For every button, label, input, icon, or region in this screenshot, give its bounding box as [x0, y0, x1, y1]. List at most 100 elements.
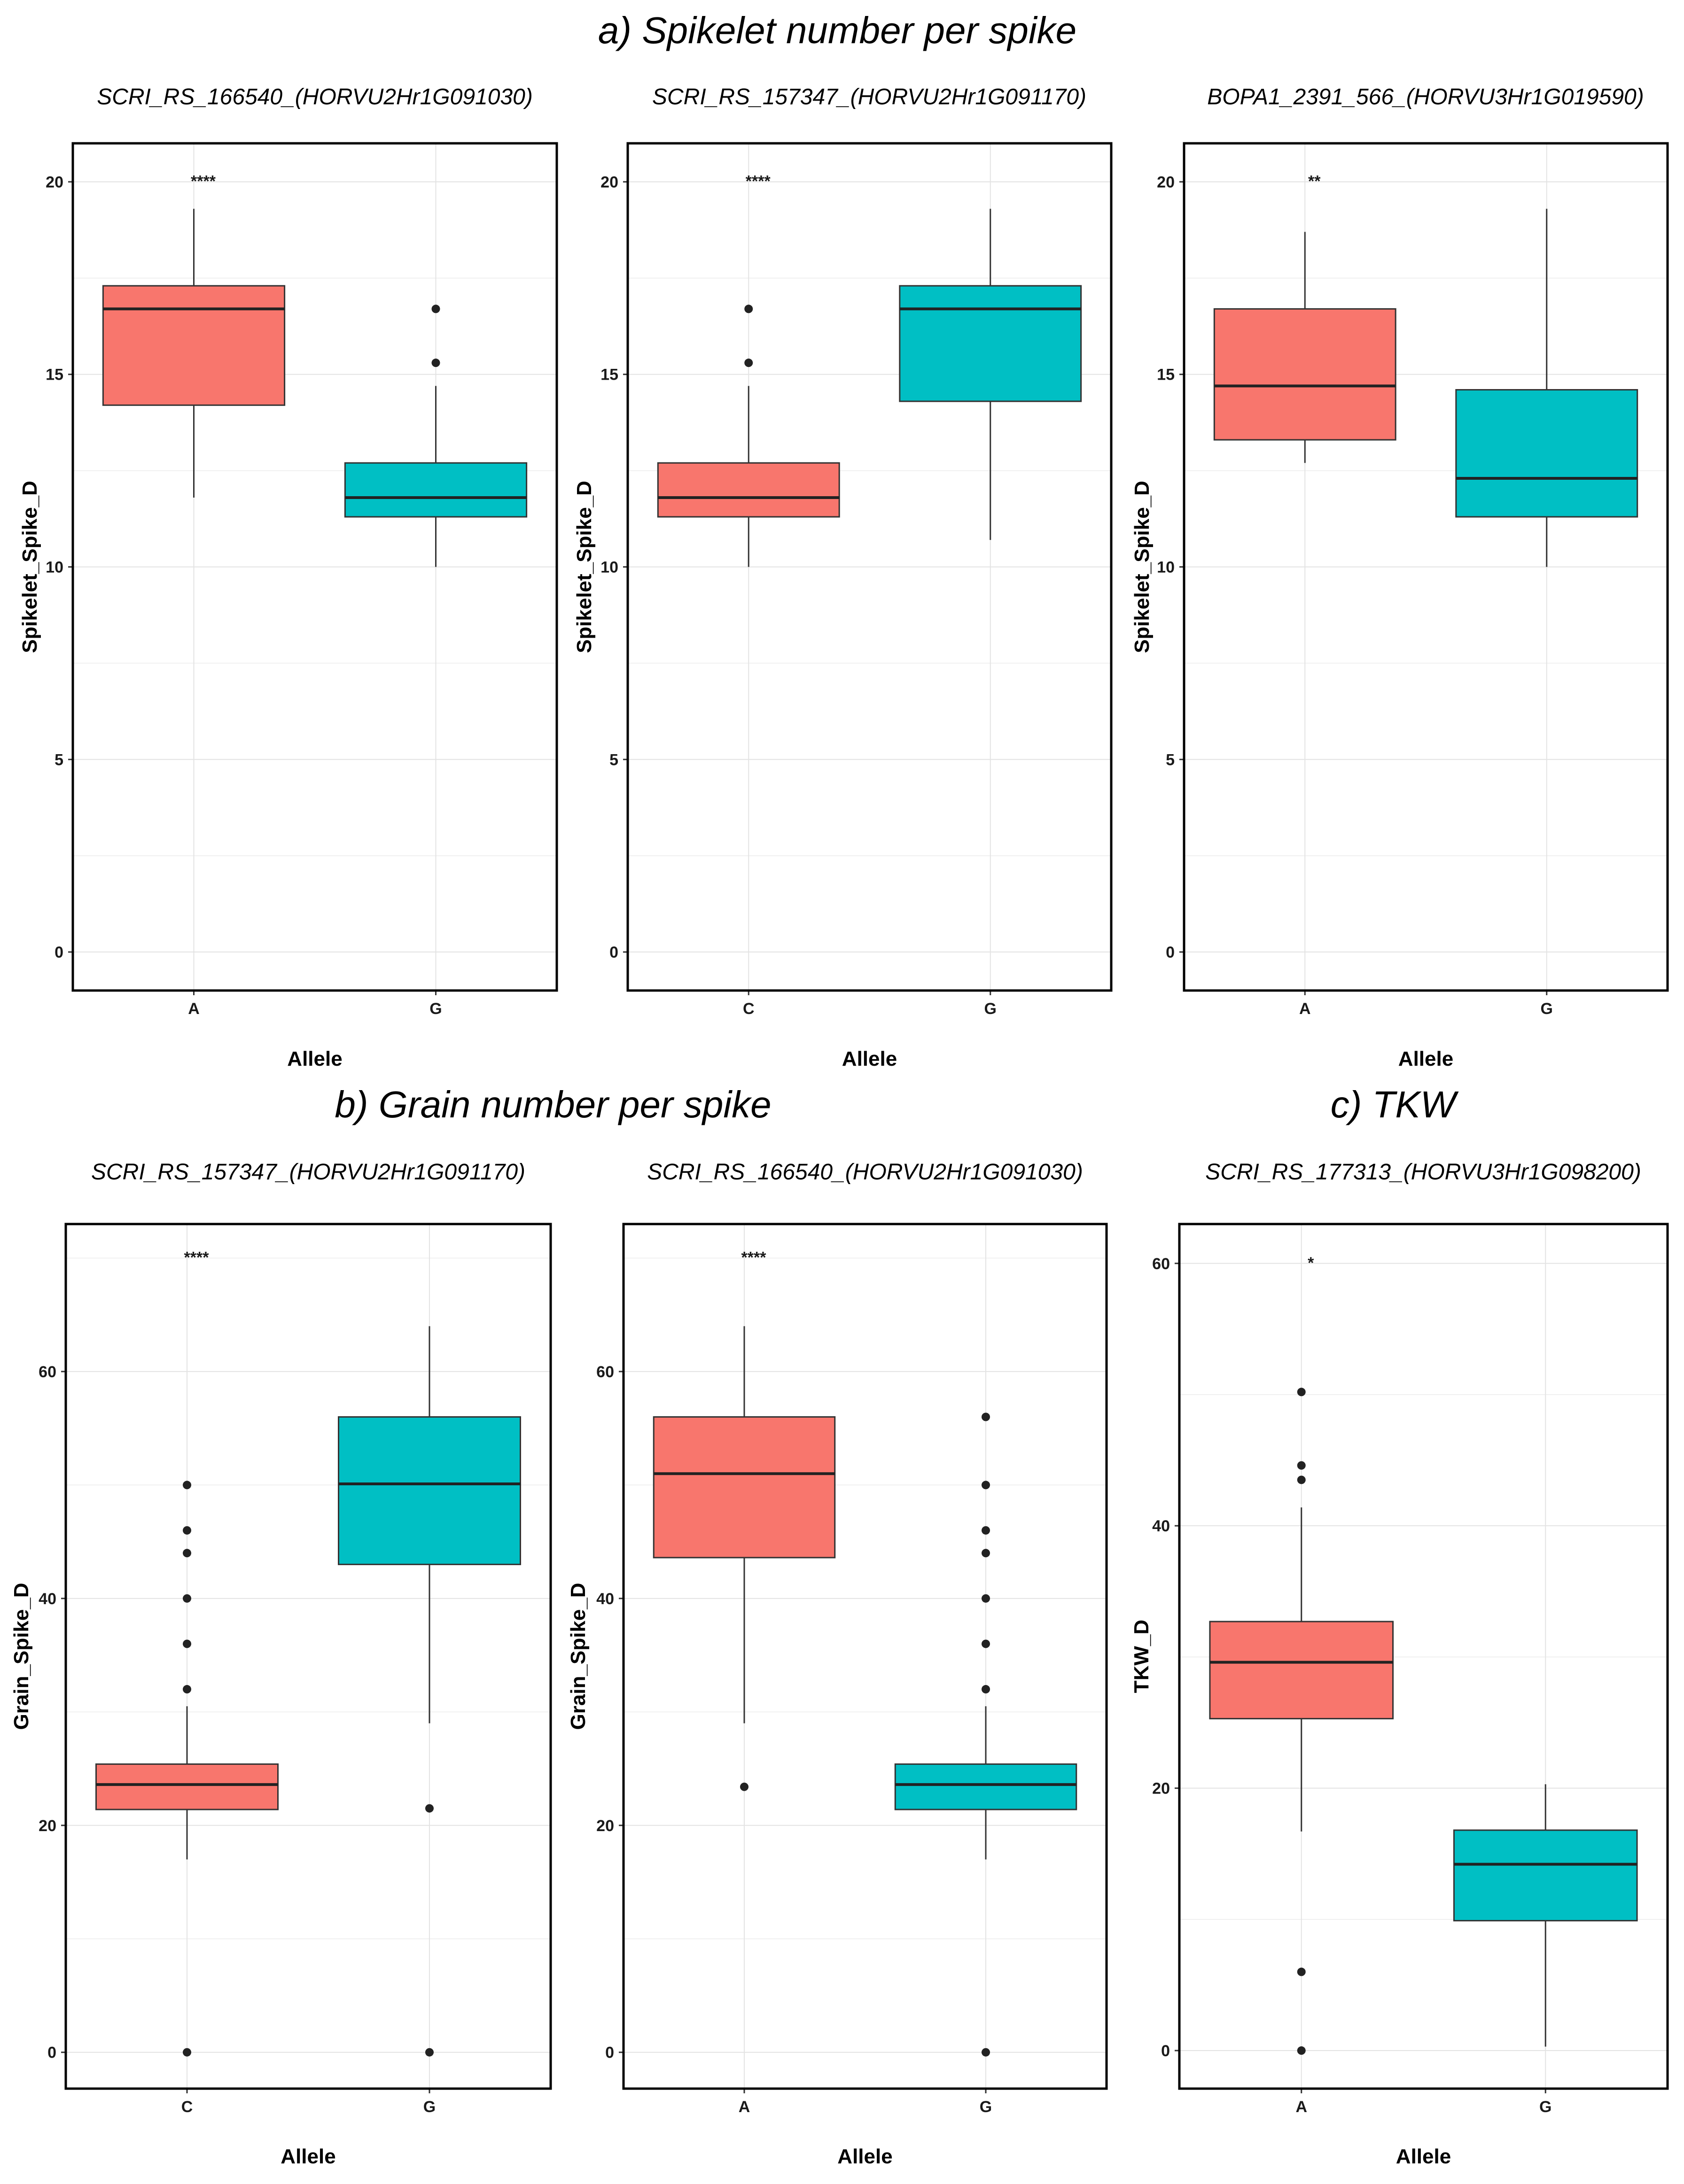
y-tick-label: 40: [39, 1590, 56, 1608]
y-tick-label: 0: [1161, 2042, 1170, 2060]
y-tick-label: 10: [46, 559, 63, 577]
y-tick-label: 40: [1152, 1517, 1170, 1535]
outlier-point: [982, 2048, 990, 2057]
x-axis-label: Allele: [281, 2145, 335, 2168]
panel-tkw-scri-rs-177313: 0 20 40 60 A G * SCRI_RS_177313_(HORVU3Hr1G0982…: [1130, 1160, 1669, 2168]
outlier-point: [431, 304, 440, 313]
x-tick-label: A: [1299, 1000, 1311, 1018]
panel-title: SCRI_RS_177313_(HORVU3Hr1G098200): [1205, 1160, 1641, 1185]
y-tick-label: 5: [55, 751, 63, 769]
box-a: [102, 285, 286, 406]
panel-spikelet-scri-rs-157347: 0 5 10 15 20 C G **** SCRI_RS_157347_(HORVU2Hr1G…: [573, 85, 1113, 1070]
outlier-point: [740, 1782, 748, 1791]
y-tick-label: 5: [609, 751, 618, 769]
plot-frame: [71, 142, 558, 992]
outlier-point: [744, 304, 753, 313]
outlier-point: [1297, 1388, 1306, 1396]
section-title-c: c) TKW: [1331, 1084, 1459, 1125]
box-a: [1209, 1621, 1394, 1720]
significance-label: ****: [741, 1248, 767, 1266]
y-axis-label: Spikelet_Spike_D: [1130, 481, 1154, 653]
x-axis-label: Allele: [1398, 1047, 1453, 1070]
box-g: [1455, 389, 1638, 518]
outlier-point: [425, 2048, 434, 2057]
y-tick-label: 15: [1157, 366, 1175, 384]
panel-title: SCRI_RS_166540_(HORVU2Hr1G091030): [647, 1160, 1083, 1185]
y-tick-label: 60: [596, 1363, 614, 1381]
significance-label: ****: [746, 172, 771, 190]
panel-spikelet-bopa1-2391-566: 0 5 10 15 20 A G ** BOPA1_2391_566_(HORVU3Hr1G01…: [1130, 85, 1669, 1070]
y-tick-label: 10: [600, 559, 618, 577]
y-tick-label: 15: [600, 366, 618, 384]
outlier-point: [982, 1549, 990, 1558]
outlier-point: [1297, 1461, 1306, 1470]
panel-spikelet-scri-rs-166540: 0 5 10 15 20 A G **** SCRI_RS_166540_(HORVU2Hr1G…: [18, 85, 558, 1070]
y-tick-label: 0: [609, 944, 618, 961]
x-tick-label: C: [181, 2098, 193, 2116]
outlier-point: [982, 1412, 990, 1421]
panel-title: BOPA1_2391_566_(HORVU3Hr1G019590): [1207, 85, 1644, 109]
y-tick-label: 20: [1152, 1780, 1170, 1798]
outlier-point: [183, 1594, 191, 1603]
box-g: [338, 1416, 521, 1565]
y-tick-label: 10: [1157, 559, 1175, 577]
plot-frame: [1183, 142, 1669, 992]
panel-grain-scri-rs-157347: 0 20 40 60 C G **** SCRI_RS_157347_(HORVU2Hr1G0…: [10, 1160, 552, 2168]
x-axis-label: Allele: [287, 1047, 342, 1070]
plot-frame: [622, 1223, 1108, 2090]
y-axis-label: Spikelet_Spike_D: [18, 481, 41, 653]
y-tick-label: 20: [46, 173, 63, 191]
outlier-point: [1297, 1967, 1306, 1976]
y-tick-label: 20: [1157, 173, 1175, 191]
outlier-point: [982, 1639, 990, 1648]
box-g: [344, 462, 528, 518]
outlier-point: [183, 1481, 191, 1490]
box-a: [1213, 308, 1396, 441]
plot-frame: [1178, 1223, 1669, 2090]
box-c: [657, 462, 840, 518]
y-axis-label: TKW_D: [1130, 1620, 1153, 1693]
outlier-point: [982, 1685, 990, 1694]
x-tick-label: G: [429, 1000, 442, 1018]
box-g: [899, 285, 1082, 402]
box-a: [653, 1416, 836, 1559]
outlier-point: [1297, 1475, 1306, 1484]
x-axis-label: Allele: [842, 1047, 897, 1070]
panel-grain-scri-rs-166540: 0 20 40 60 A G **** SCRI_RS_166540_(HORVU2Hr1G0…: [567, 1160, 1108, 2168]
y-axis-label: Grain_Spike_D: [567, 1583, 590, 1730]
outlier-point: [1297, 2046, 1306, 2055]
x-axis-label: Allele: [837, 2145, 892, 2168]
x-tick-label: C: [743, 1000, 755, 1018]
significance-label: **: [1308, 172, 1321, 190]
y-tick-label: 20: [39, 1817, 56, 1835]
significance-label: ****: [191, 172, 216, 190]
outlier-point: [744, 359, 753, 367]
plot-frame: [64, 1223, 552, 2090]
y-tick-label: 60: [1152, 1255, 1170, 1273]
x-axis-label: Allele: [1396, 2145, 1451, 2168]
section-title-a: a) Spikelet number per spike: [598, 9, 1076, 51]
y-tick-label: 20: [600, 173, 618, 191]
outlier-point: [183, 1639, 191, 1648]
significance-label: *: [1308, 1254, 1314, 1272]
plot-frame: [626, 142, 1113, 992]
outlier-point: [982, 1594, 990, 1603]
panel-title: SCRI_RS_166540_(HORVU2Hr1G091030): [97, 85, 533, 109]
box-c: [95, 1763, 279, 1810]
x-tick-label: A: [188, 1000, 200, 1018]
y-tick-label: 60: [39, 1363, 56, 1381]
significance-label: ****: [184, 1248, 210, 1266]
y-tick-label: 5: [1166, 751, 1175, 769]
outlier-point: [183, 1685, 191, 1694]
x-tick-label: G: [1541, 1000, 1553, 1018]
box-g: [1453, 1829, 1638, 1922]
outlier-point: [982, 1526, 990, 1535]
x-tick-label: A: [739, 2098, 750, 2116]
section-title-b: b) Grain number per spike: [335, 1084, 771, 1125]
outlier-point: [425, 1804, 434, 1813]
y-axis-label: Spikelet_Spike_D: [573, 481, 596, 653]
y-tick-label: 0: [55, 944, 63, 961]
x-tick-label: G: [980, 2098, 992, 2116]
y-tick-label: 0: [605, 2044, 614, 2062]
